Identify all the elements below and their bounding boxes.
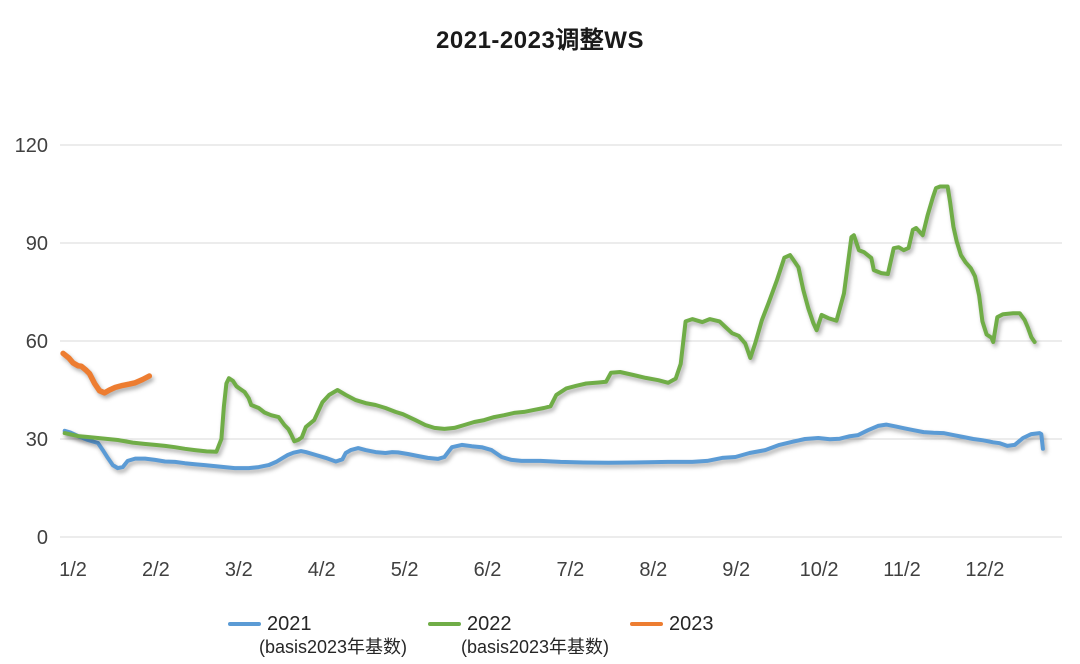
y-axis-tick-label: 0 — [37, 527, 48, 549]
x-axis-tick-label: 5/2 — [391, 559, 419, 581]
x-axis-tick-label: 8/2 — [639, 559, 667, 581]
legend-line-marker-2021 — [228, 621, 261, 627]
x-axis-tick-label: 10/2 — [800, 559, 839, 581]
legend-label-2021: 2021 — [267, 613, 312, 635]
legend-label-2023: 2023 — [669, 613, 714, 635]
x-axis-tick-label: 3/2 — [225, 559, 253, 581]
series-line-2021 — [62, 422, 1045, 471]
y-axis-tick-label: 30 — [26, 429, 48, 451]
chart-legend: 2021 2022 2023 — [0, 611, 1080, 637]
chart-title: 2021-2023调整WS — [436, 27, 644, 54]
legend-item-2023[interactable]: 2023 — [630, 611, 714, 637]
y-axis-tick-label: 120 — [15, 135, 48, 157]
legend-item-2022[interactable]: 2022 — [428, 611, 512, 637]
legend-item-2021[interactable]: 2021 — [228, 611, 312, 637]
legend-label-2022: 2022 — [467, 613, 512, 635]
legend-line-marker-2023 — [630, 621, 663, 627]
x-axis-tick-label: 11/2 — [883, 559, 920, 581]
series-line-2022 — [62, 184, 1037, 454]
legend-line-marker-2022 — [428, 621, 461, 627]
series-line-2023 — [60, 350, 153, 396]
basis-note-1: (basis2023年基数) — [258, 637, 408, 657]
x-axis-tick-label: 4/2 — [308, 559, 336, 581]
x-axis-tick-label: 6/2 — [474, 559, 502, 581]
x-axis-tick-label: 1/2 — [59, 559, 87, 581]
basis-note-2: (basis2023年基数) — [460, 637, 610, 657]
x-axis-tick-label: 7/2 — [556, 559, 584, 581]
y-axis-tick-label: 60 — [26, 331, 48, 353]
y-axis-tick-label: 90 — [26, 233, 48, 255]
x-axis-tick-label: 2/2 — [142, 559, 170, 581]
x-axis-tick-label: 12/2 — [965, 559, 1004, 581]
x-axis-tick-label: 9/2 — [722, 559, 750, 581]
